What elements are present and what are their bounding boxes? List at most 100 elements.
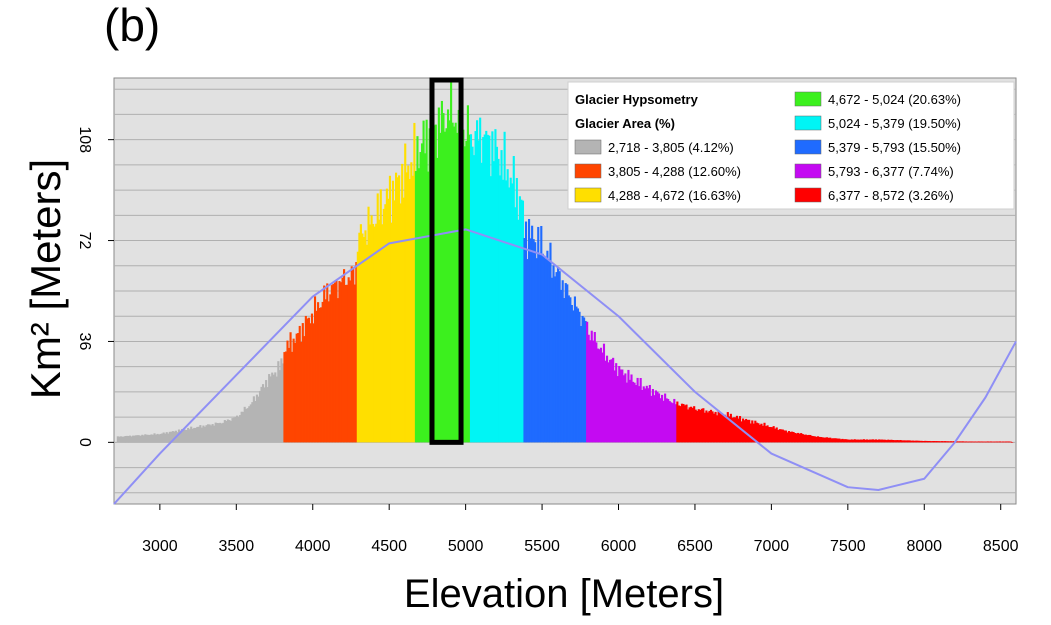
histogram-bar	[544, 258, 547, 443]
histogram-bar	[841, 438, 844, 443]
histogram-bar	[855, 439, 858, 443]
histogram-bar	[806, 435, 809, 443]
histogram-bar	[671, 403, 674, 443]
histogram-bar	[243, 406, 246, 443]
histogram-bar	[454, 122, 457, 443]
histogram-bar	[315, 310, 318, 443]
histogram-bar	[968, 441, 971, 443]
histogram-bar	[278, 370, 281, 443]
histogram-bar	[356, 251, 359, 443]
histogram-bar	[818, 436, 821, 443]
histogram-bar	[790, 431, 794, 443]
legend-entry-label: 5,024 - 5,379 (19.50%)	[828, 116, 961, 131]
histogram-bar	[451, 122, 454, 443]
histogram-bar	[997, 441, 1000, 443]
histogram-bar	[807, 434, 810, 443]
histogram-bar	[399, 203, 402, 443]
histogram-bar	[128, 435, 132, 443]
histogram-bar	[347, 277, 350, 443]
histogram-bar	[754, 420, 757, 443]
histogram-bar	[994, 441, 997, 443]
histogram-bar	[801, 434, 804, 443]
histogram-bar	[769, 426, 772, 443]
histogram-bar	[686, 409, 690, 443]
histogram-bar	[694, 409, 697, 443]
histogram-bar	[498, 175, 502, 443]
histogram-bar	[910, 440, 913, 443]
histogram-bar	[661, 394, 664, 443]
histogram-bar	[469, 134, 473, 443]
histogram-bar	[332, 283, 335, 443]
histogram-bar	[309, 323, 312, 443]
histogram-bar	[894, 440, 898, 443]
histogram-bar	[572, 310, 575, 443]
histogram-bar	[292, 338, 295, 443]
histogram-bar	[827, 437, 830, 443]
histogram-bar	[254, 401, 257, 443]
histogram-bar	[832, 438, 835, 443]
histogram-bar	[190, 426, 193, 443]
histogram-bar	[394, 172, 398, 443]
histogram-bar	[920, 440, 924, 443]
histogram-bar	[783, 430, 786, 443]
histogram-bar	[196, 426, 199, 443]
histogram-bar	[853, 439, 856, 443]
x-tick-label: 3000	[142, 538, 178, 555]
histogram-bar	[271, 372, 274, 443]
x-tick-label: 5000	[448, 538, 484, 555]
histogram-bar	[350, 266, 353, 443]
histogram-bar	[896, 440, 899, 443]
histogram-bar	[275, 376, 278, 443]
histogram-bar	[845, 439, 849, 443]
histogram-bar	[300, 341, 303, 443]
histogram-bar	[965, 441, 968, 443]
histogram-bar	[781, 429, 784, 443]
histogram-bar	[164, 433, 167, 443]
histogram-bar	[488, 135, 491, 443]
fitted-curve	[113, 228, 1017, 505]
histogram-bar	[985, 441, 988, 443]
histogram-bar	[353, 284, 356, 443]
histogram-bar	[547, 260, 551, 443]
histogram-bar	[867, 439, 870, 443]
histogram-bar	[503, 131, 506, 443]
x-tick-label: 5500	[524, 538, 560, 555]
histogram-bar	[937, 441, 940, 443]
histogram-bar	[310, 313, 314, 443]
histogram-bar	[141, 434, 144, 443]
histogram-bar	[989, 441, 992, 443]
histogram-bar	[514, 207, 517, 443]
histogram-bar	[317, 302, 320, 443]
histogram-bar	[719, 412, 722, 443]
histogram-bar	[948, 441, 951, 443]
histogram-bar	[901, 440, 904, 443]
histogram-bar	[956, 441, 959, 443]
histogram-bar	[876, 439, 879, 443]
histogram-bar	[735, 415, 739, 443]
histogram-bar	[986, 441, 989, 443]
histogram-bar	[294, 342, 297, 443]
histogram-bar	[537, 226, 540, 443]
histogram-bar	[320, 307, 323, 443]
histogram-bar	[168, 431, 171, 443]
histogram-bar	[992, 441, 995, 443]
histogram-bar	[199, 425, 202, 443]
histogram-bar	[919, 440, 922, 443]
histogram-bar	[705, 410, 708, 443]
histogram-bar	[708, 410, 711, 443]
histogram-bar	[683, 405, 687, 443]
histogram-bar	[709, 409, 713, 443]
histogram-bar	[593, 332, 596, 443]
histogram-bar	[385, 188, 388, 443]
histogram-bar	[437, 107, 440, 443]
histogram-bar	[737, 418, 740, 443]
histogram-bar	[410, 162, 413, 443]
histogram-bar	[526, 259, 529, 443]
legend-entry-label: 6,377 - 8,572 (3.26%)	[828, 188, 954, 203]
histogram-bar	[379, 189, 382, 443]
histogram-bar	[850, 439, 853, 443]
histogram-bar	[240, 411, 243, 443]
histogram-bar	[636, 377, 639, 443]
histogram-bar	[216, 422, 219, 443]
histogram-bar	[940, 441, 943, 443]
